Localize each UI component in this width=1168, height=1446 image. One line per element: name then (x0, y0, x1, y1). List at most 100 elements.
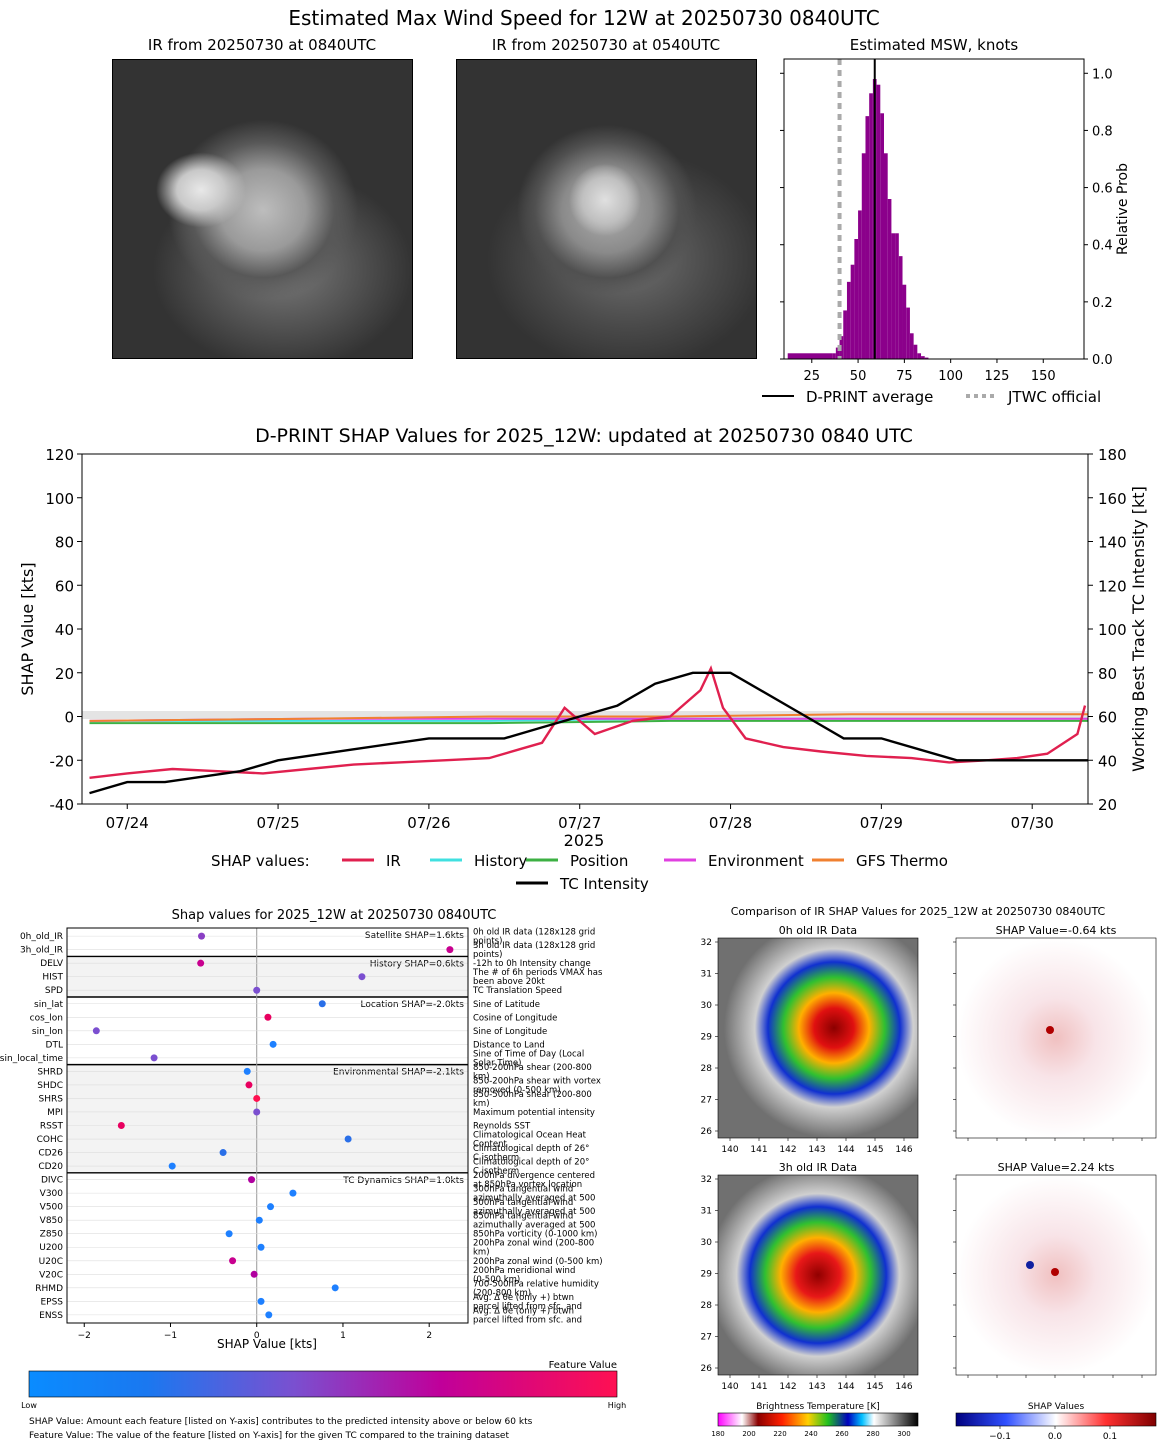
y2-tick-label: 180 (1098, 446, 1127, 464)
bt-tick-label: 280 (866, 1430, 879, 1438)
feature-label: SHRD (37, 1067, 63, 1077)
lat-tick-label: 30 (701, 1238, 713, 1248)
shap-scatter-frame (66, 927, 469, 1324)
feature-description: 850-200hPa shear with vortex removed (0-5… (473, 1076, 601, 1095)
feature-description: Climatological Ocean Heat Content (473, 1131, 587, 1150)
shap-point (253, 1094, 261, 1102)
y-tick-label: 40 (55, 621, 74, 639)
shap-point (265, 1311, 273, 1319)
feature-label: CD26 (38, 1149, 63, 1159)
feature-description: 0h old IR data (128x128 grid points) (473, 928, 595, 947)
x-tick-label: 07/29 (860, 814, 903, 832)
lat-tick-label: 28 (701, 1301, 713, 1311)
feature-label: SPD (45, 986, 63, 996)
feature-label: V500 (40, 1203, 64, 1213)
shap-point (150, 1054, 158, 1062)
histogram-bar (884, 153, 888, 359)
feature-description: 300hPa tangential wind azimuthally averag… (473, 1185, 595, 1204)
histogram-bar (880, 113, 884, 360)
shap-point (198, 932, 206, 940)
lon-tick-label: 140 (721, 1145, 738, 1155)
y-tick-label: 1.0 (1092, 67, 1113, 82)
lon-tick-label: 140 (721, 1382, 738, 1392)
histogram-bar (902, 284, 907, 359)
x-tick-label: 07/24 (106, 814, 149, 832)
msw-plot-frame (783, 58, 1085, 360)
shap-point (250, 1270, 258, 1278)
feature-description: 850hPa tangential wind azimuthally averag… (473, 1212, 595, 1231)
histogram-bar (906, 307, 910, 359)
shap-scatter: Shap values for 2025_12W at 20250730 084… (0, 908, 626, 1441)
histogram-bar (917, 353, 922, 359)
lat-tick-label: 32 (701, 1175, 712, 1185)
feature-label: MPI (47, 1108, 63, 1118)
shap-scatter-title: Shap values for 2025_12W at 20250730 084… (172, 908, 497, 923)
lon-tick-label: 141 (750, 1382, 767, 1392)
footnote-shap: SHAP Value: Amount each feature [listed … (29, 1417, 533, 1427)
x-tick-label: 07/30 (1011, 814, 1054, 832)
y2-tick-label: 40 (1098, 752, 1117, 770)
legend-label: GFS Thermo (856, 852, 948, 870)
group-label: History SHAP=0.6kts (370, 959, 465, 969)
panel-0h-shap-hotspot (1046, 1026, 1054, 1034)
lat-tick-label: 32 (701, 938, 712, 948)
y-tick-label: 0 (64, 709, 74, 727)
shap-ts-title: D-PRINT SHAP Values for 2025_12W: update… (255, 425, 913, 447)
lat-tick-label: 29 (701, 1270, 713, 1280)
ir-image-0840 (112, 59, 413, 359)
feature-description: Sine of Longitude (473, 1027, 547, 1037)
lat-tick-label: 27 (701, 1096, 712, 1106)
shap-point (257, 1243, 265, 1251)
panel-0h-ir-title: 0h old IR Data (779, 924, 857, 937)
x-tick-label: 50 (850, 369, 867, 384)
feature-label: HIST (42, 973, 63, 983)
shap-point (219, 1149, 227, 1157)
feature-description: -12h to 0h Intensity change (473, 959, 591, 969)
lon-tick-label: 144 (837, 1145, 854, 1155)
feature-label: EPSS (40, 1297, 63, 1307)
y2-tick-label: 20 (1098, 796, 1117, 814)
feature-colorbar-low: Low (21, 1401, 37, 1410)
lon-tick-label: 143 (808, 1382, 825, 1392)
x-tick-label: 0 (254, 1331, 260, 1341)
feature-description: 200hPa meridional wind (0-500 km) (473, 1266, 575, 1285)
feature-label: SHDC (37, 1081, 63, 1091)
feature-colorbar (28, 1370, 618, 1398)
shap-point (318, 1000, 326, 1008)
x-tick-label: −1 (164, 1331, 177, 1341)
feature-description: 850-200hPa shear (200-800 km) (473, 1063, 592, 1082)
shap-point (267, 1203, 275, 1211)
group-label: Environmental SHAP=-2.1kts (333, 1068, 464, 1078)
group-band (67, 1064, 468, 1173)
ir-panel-1-title: IR from 20250730 at 0840UTC (147, 36, 377, 54)
feature-label: DTL (46, 1040, 63, 1050)
histogram-bar (861, 153, 866, 359)
shap-point (243, 1067, 251, 1075)
feature-description: TC Translation Speed (472, 986, 562, 996)
feature-label: DIVC (41, 1176, 63, 1186)
feature-description: The # of 6h periods VMAX has been above 2… (472, 968, 603, 987)
y-tick-label: 0.8 (1092, 124, 1113, 139)
histogram-bar (921, 356, 925, 359)
feature-description: 850-500hPa shear (200-800 km) (473, 1090, 592, 1109)
panel-0h-shap-title: SHAP Value=-0.64 kts (996, 924, 1117, 937)
lat-tick-label: 31 (701, 1207, 712, 1217)
shap-point (358, 973, 366, 981)
x-tick-label: 2 (426, 1331, 432, 1341)
lat-tick-label: 30 (701, 1001, 713, 1011)
feature-description: Sine of Latitude (473, 1000, 540, 1010)
feature-label: V850 (40, 1216, 64, 1226)
y-tick-label: 20 (55, 665, 74, 683)
feature-label: 0h_old_IR (20, 932, 63, 942)
histogram-bar (869, 93, 873, 360)
shap-point (117, 1122, 125, 1129)
feature-description: 850hPa vorticity (0-1000 km) (473, 1230, 597, 1240)
legend-label: History (474, 852, 527, 870)
bt-tick-label: 260 (835, 1430, 848, 1438)
histogram-bar (787, 353, 833, 359)
histogram-bar (913, 344, 918, 359)
y-tick-label: -40 (50, 796, 75, 814)
shap-point (269, 1040, 277, 1048)
histogram-bar (865, 116, 870, 360)
msw-title: Estimated MSW, knots (850, 36, 1019, 54)
